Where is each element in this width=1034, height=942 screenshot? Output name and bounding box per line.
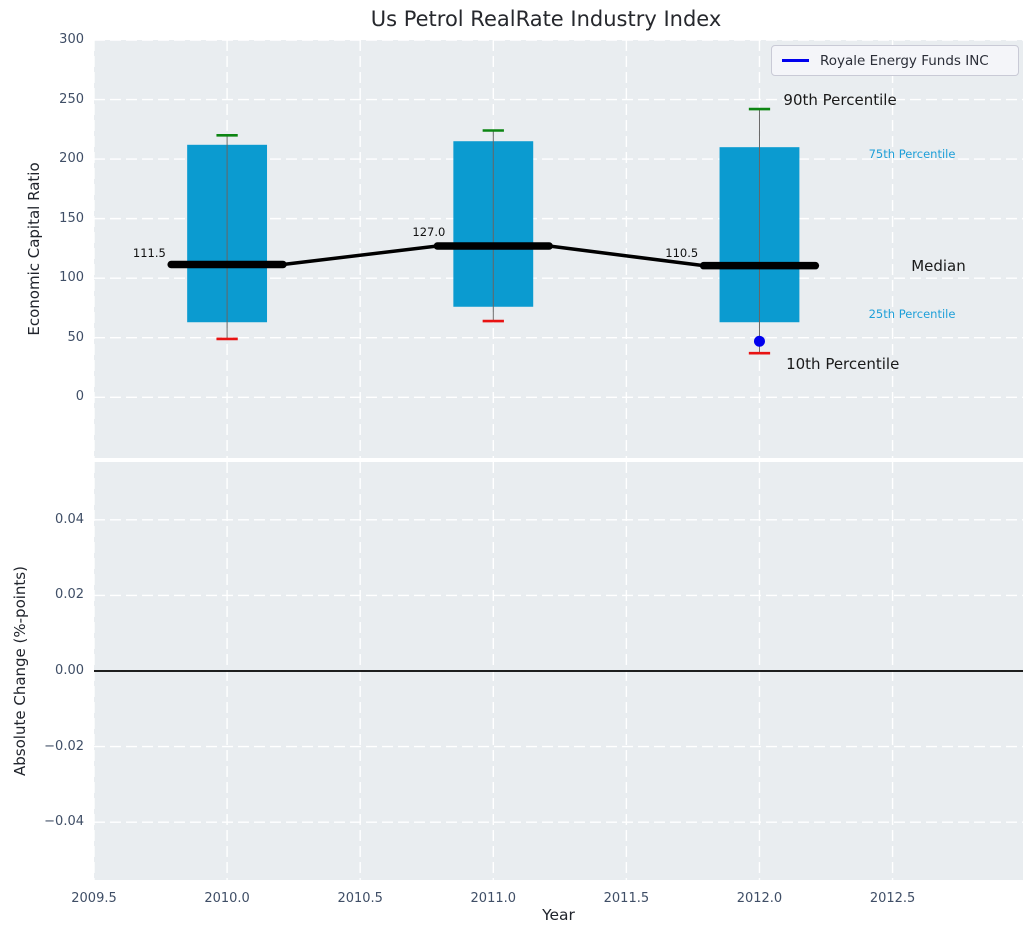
plot-svg-0 — [94, 40, 1023, 458]
plot-svg-1 — [94, 462, 1023, 880]
xtick-2011-0: 2011.0 — [470, 891, 517, 906]
xtick-2010-5: 2010.5 — [337, 891, 383, 906]
ytick-top-250: 250 — [59, 91, 84, 107]
ytick-bottom--0-04: −0.04 — [44, 814, 84, 830]
legend-line-sample — [782, 59, 809, 62]
royale-point-2012 — [753, 335, 765, 347]
xtick-2012-5: 2012.5 — [869, 891, 916, 906]
xtick-2012-0: 2012.0 — [736, 891, 783, 906]
top-plot-area — [94, 40, 1023, 458]
bottom-y-axis-label: Absolute Change (%-points) — [11, 566, 29, 776]
xtick-2010-0: 2010.0 — [204, 891, 250, 906]
legend-series-label: Royale Energy Funds INC — [820, 52, 989, 69]
legend-box: Royale Energy Funds INC — [771, 45, 1019, 76]
ytick-bottom-0-04: 0.04 — [55, 511, 84, 527]
ytick-top-0: 0 — [75, 389, 84, 405]
top-y-axis-label: Economic Capital Ratio — [25, 162, 43, 336]
xtick-2009-5: 2009.5 — [71, 891, 117, 906]
xtick-2011-5: 2011.5 — [603, 891, 650, 906]
bottom-plot-area — [94, 462, 1023, 880]
chart-title: Us Petrol RealRate Industry Index — [370, 7, 722, 31]
x-axis-label: Year — [542, 906, 575, 924]
ytick-top-300: 300 — [59, 32, 84, 47]
